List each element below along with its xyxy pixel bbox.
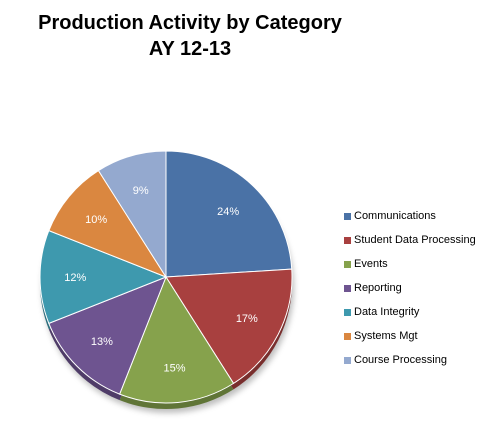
legend-swatch — [344, 356, 351, 364]
legend-label: Reporting — [354, 282, 402, 294]
chart-subtitle: AY 12-13 — [148, 38, 232, 60]
legend-label: Systems Mgt — [354, 330, 418, 342]
pie-label-course-processing: 9% — [133, 185, 149, 197]
pie-slice-student-data-processing — [165, 268, 293, 385]
legend-swatch — [344, 308, 351, 316]
chart-title: Production Activity by Category — [38, 12, 342, 34]
pie-slice-systems-mgt — [48, 169, 168, 279]
pie-slice-course-processing — [97, 150, 167, 279]
pie-label-communications: 24% — [217, 206, 239, 218]
legend-item-course-processing: Course Processing — [344, 348, 476, 372]
pie-label-systems-mgt: 10% — [85, 214, 107, 226]
legend-label: Communications — [354, 210, 436, 222]
legend-label: Course Processing — [354, 354, 447, 366]
legend-label: Student Data Processing — [354, 234, 476, 246]
pie-label-reporting: 13% — [91, 336, 113, 348]
legend-item-reporting: Reporting — [344, 276, 476, 300]
pie-slice-events — [118, 275, 235, 404]
legend-label: Data Integrity — [354, 306, 420, 318]
legend-label: Events — [354, 258, 388, 270]
legend-swatch — [344, 212, 351, 220]
pie-slice-reporting — [48, 276, 167, 395]
pie-label-student-data-processing: 17% — [236, 313, 258, 325]
pie-slice-communications — [165, 150, 293, 278]
legend-swatch — [344, 284, 351, 292]
legend-item-events: Events — [344, 252, 476, 276]
legend-item-communications: Communications — [344, 204, 476, 228]
legend-swatch — [344, 236, 351, 244]
legend-swatch — [344, 260, 351, 268]
legend-item-student-data-processing: Student Data Processing — [344, 228, 476, 252]
legend-item-data-integrity: Data Integrity — [344, 300, 476, 324]
pie-slice-data-integrity — [39, 229, 168, 325]
chart-legend: Communications Student Data Processing E… — [344, 204, 476, 372]
pie-label-events: 15% — [164, 362, 186, 374]
legend-item-systems-mgt: Systems Mgt — [344, 324, 476, 348]
legend-swatch — [344, 332, 351, 340]
pie-label-data-integrity: 12% — [64, 272, 86, 284]
chart-title-block: Production Activity by Category AY 12-13 — [0, 10, 380, 62]
